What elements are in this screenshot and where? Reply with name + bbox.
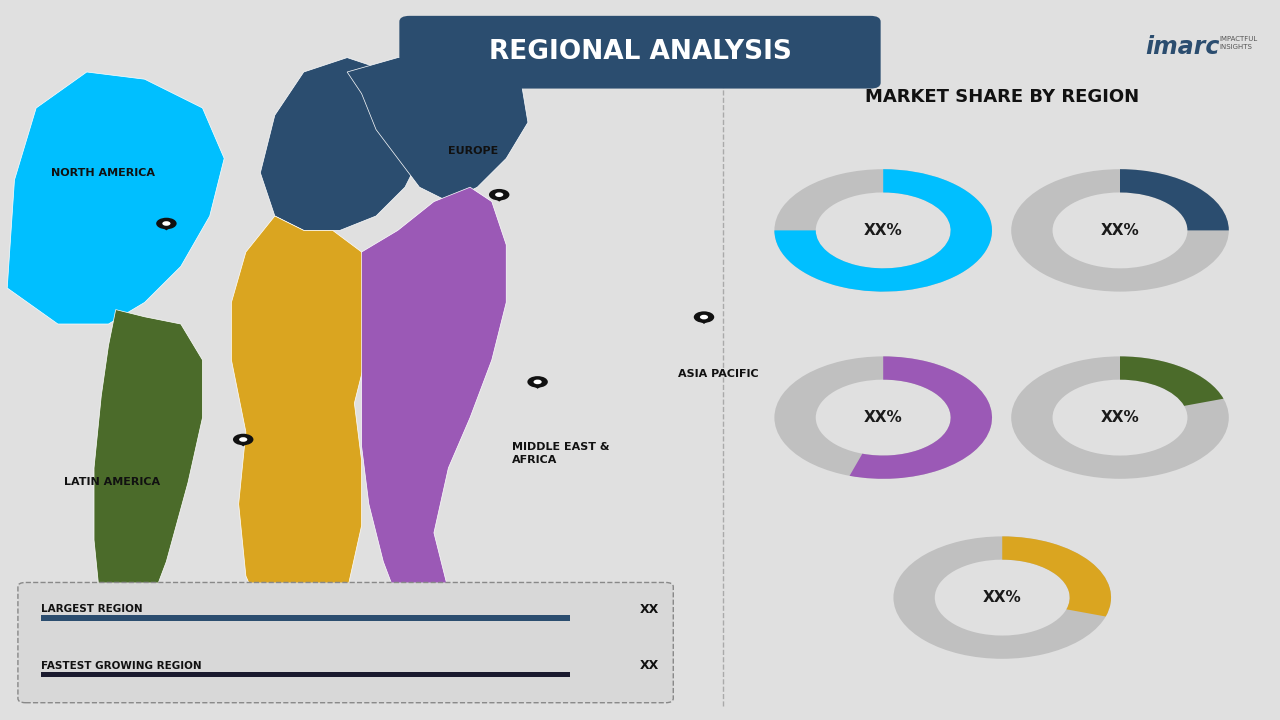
Text: XX%: XX% <box>1101 223 1139 238</box>
Polygon shape <box>236 440 251 446</box>
Text: XX%: XX% <box>983 590 1021 605</box>
Wedge shape <box>1011 169 1229 292</box>
Polygon shape <box>492 195 507 202</box>
Wedge shape <box>1011 356 1229 479</box>
Polygon shape <box>93 310 202 634</box>
Text: REGIONAL ANALYSIS: REGIONAL ANALYSIS <box>489 39 791 66</box>
FancyBboxPatch shape <box>41 672 570 678</box>
Circle shape <box>156 217 177 229</box>
Circle shape <box>233 433 253 445</box>
Text: FASTEST GROWING REGION: FASTEST GROWING REGION <box>41 661 201 671</box>
Text: XX: XX <box>640 660 659 672</box>
Circle shape <box>163 221 170 226</box>
Text: EUROPE: EUROPE <box>448 146 498 156</box>
Text: imarc: imarc <box>1146 35 1220 59</box>
Wedge shape <box>774 169 992 292</box>
Text: LARGEST REGION: LARGEST REGION <box>41 604 142 614</box>
Text: LATIN AMERICA: LATIN AMERICA <box>64 477 160 487</box>
Circle shape <box>495 192 503 197</box>
Polygon shape <box>232 216 376 648</box>
Circle shape <box>239 437 247 442</box>
Circle shape <box>527 376 548 387</box>
Wedge shape <box>850 356 992 479</box>
Text: XX%: XX% <box>864 223 902 238</box>
Polygon shape <box>260 58 426 230</box>
Wedge shape <box>774 169 992 292</box>
Polygon shape <box>8 72 224 324</box>
FancyBboxPatch shape <box>399 16 881 89</box>
Text: NORTH AMERICA: NORTH AMERICA <box>51 168 155 178</box>
Text: MARKET SHARE BY REGION: MARKET SHARE BY REGION <box>864 89 1139 107</box>
Polygon shape <box>347 58 527 202</box>
FancyBboxPatch shape <box>41 615 570 621</box>
Text: XX%: XX% <box>1101 410 1139 425</box>
Wedge shape <box>1002 536 1111 616</box>
Text: IMPACTFUL
INSIGHTS: IMPACTFUL INSIGHTS <box>1220 36 1258 50</box>
Text: XX: XX <box>640 603 659 616</box>
Text: XX%: XX% <box>864 410 902 425</box>
Polygon shape <box>696 318 712 324</box>
Circle shape <box>700 315 708 320</box>
Wedge shape <box>774 356 992 479</box>
Circle shape <box>534 379 541 384</box>
Polygon shape <box>361 187 506 648</box>
Text: MIDDLE EAST &
AFRICA: MIDDLE EAST & AFRICA <box>512 442 609 465</box>
Polygon shape <box>530 382 545 389</box>
Wedge shape <box>1120 356 1224 406</box>
Text: ASIA PACIFIC: ASIA PACIFIC <box>678 369 759 379</box>
Circle shape <box>694 311 714 323</box>
Wedge shape <box>893 536 1111 659</box>
Circle shape <box>489 189 509 200</box>
FancyBboxPatch shape <box>18 582 673 703</box>
Polygon shape <box>159 224 174 230</box>
Wedge shape <box>1120 169 1229 230</box>
